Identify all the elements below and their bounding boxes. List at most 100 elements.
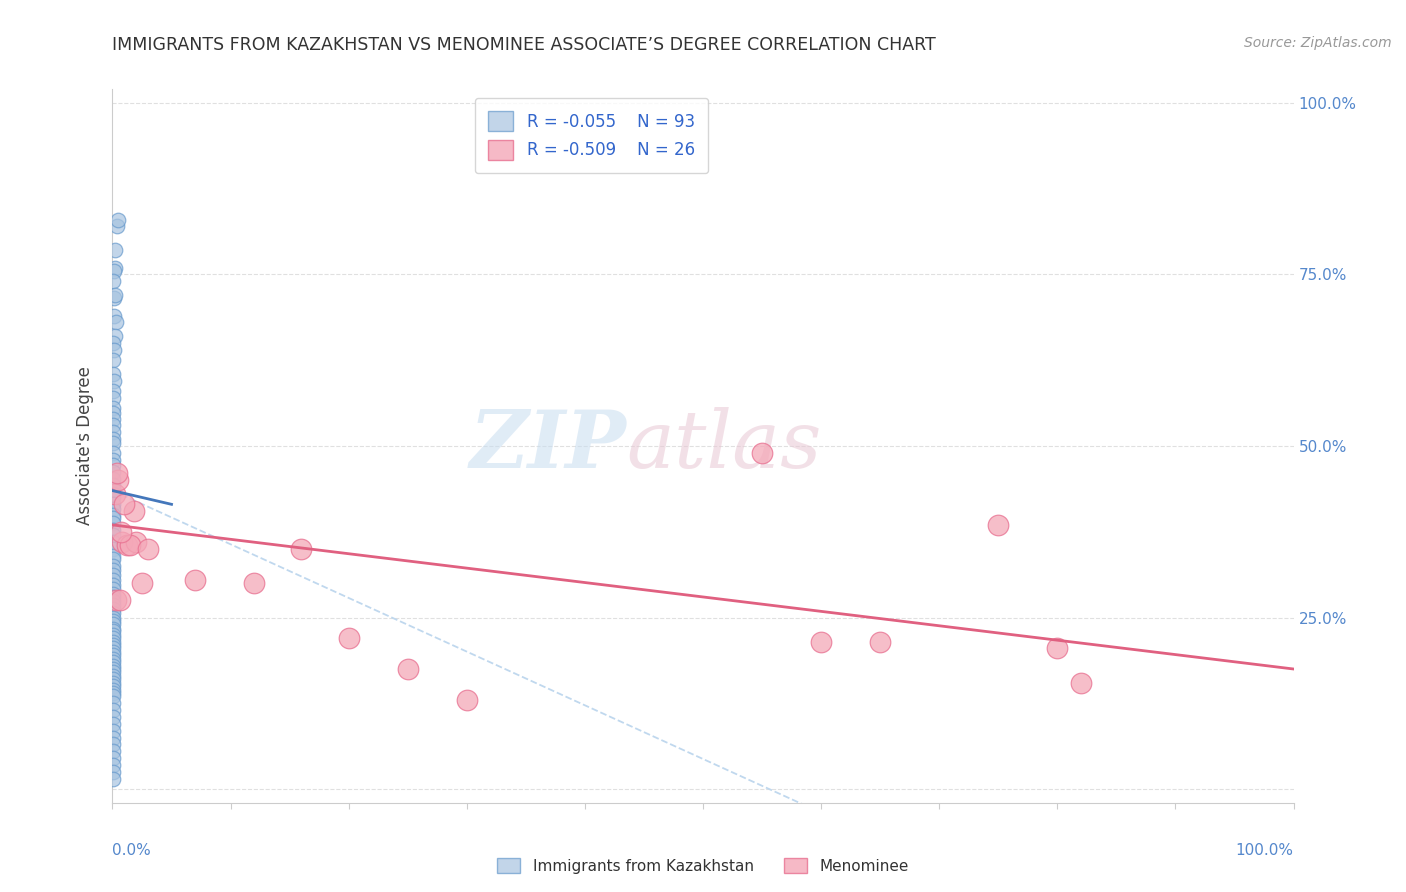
Text: 100.0%: 100.0% <box>1236 843 1294 858</box>
Point <box>105 219 128 234</box>
Point <box>108 593 131 607</box>
Point <box>131 576 153 591</box>
Legend: R = -0.055    N = 93, R = -0.509    N = 26: R = -0.055 N = 93, R = -0.509 N = 26 <box>475 97 709 173</box>
Point <box>101 568 124 582</box>
Point <box>104 288 127 302</box>
Point <box>103 274 125 288</box>
Point <box>396 662 419 676</box>
Point <box>103 425 125 440</box>
Point <box>101 491 124 505</box>
Point <box>104 260 127 275</box>
Point <box>111 535 134 549</box>
Point <box>101 472 124 486</box>
Point <box>101 772 124 786</box>
Point <box>125 535 148 549</box>
Point <box>101 682 124 697</box>
Point <box>101 435 124 450</box>
Point <box>101 446 124 460</box>
Point <box>112 497 135 511</box>
Point <box>101 641 124 656</box>
Point <box>184 573 207 587</box>
Point <box>101 598 124 612</box>
Point <box>101 662 124 676</box>
Point <box>103 374 125 388</box>
Point <box>101 610 124 624</box>
Point <box>103 452 125 467</box>
Point <box>101 738 124 752</box>
Point <box>101 541 124 556</box>
Point <box>103 309 125 323</box>
Point <box>101 586 124 600</box>
Point <box>101 582 124 596</box>
Point <box>101 465 124 479</box>
Point <box>103 367 125 381</box>
Point <box>1070 675 1092 690</box>
Point <box>107 212 129 227</box>
Point <box>101 696 124 710</box>
Point <box>104 244 127 258</box>
Point <box>101 648 124 663</box>
Point <box>101 552 124 566</box>
Point <box>101 562 124 576</box>
Point <box>101 651 124 665</box>
Point <box>101 645 124 659</box>
Point <box>101 628 124 642</box>
Point <box>101 764 124 779</box>
Point <box>103 336 125 351</box>
Point <box>101 614 124 628</box>
Point <box>101 594 124 608</box>
Point <box>101 508 124 522</box>
Point <box>101 710 124 724</box>
Text: 0.0%: 0.0% <box>112 843 152 858</box>
Point <box>120 539 142 553</box>
Point <box>101 703 124 717</box>
Point <box>101 607 124 621</box>
Point <box>103 401 125 416</box>
Point <box>101 731 124 745</box>
Point <box>105 593 128 607</box>
Point <box>101 559 124 574</box>
Point <box>337 631 360 645</box>
Point <box>101 432 124 446</box>
Point <box>987 517 1010 532</box>
Point <box>101 723 124 738</box>
Point <box>103 292 125 306</box>
Point <box>810 634 832 648</box>
Point <box>101 758 124 772</box>
Point <box>456 693 478 707</box>
Point <box>101 622 124 636</box>
Point <box>101 673 124 687</box>
Point <box>101 497 124 511</box>
Point <box>101 665 124 680</box>
Point <box>101 353 124 368</box>
Point <box>101 744 124 758</box>
Point <box>103 384 125 398</box>
Text: ZIP: ZIP <box>470 408 626 484</box>
Point <box>101 487 124 501</box>
Point <box>101 511 124 525</box>
Point <box>101 406 124 420</box>
Point <box>101 411 124 425</box>
Point <box>103 343 125 357</box>
Point <box>101 624 124 639</box>
Point <box>104 487 127 501</box>
Point <box>115 539 138 553</box>
Point <box>101 617 124 632</box>
Point <box>105 316 128 330</box>
Point <box>101 418 124 433</box>
Text: Source: ZipAtlas.com: Source: ZipAtlas.com <box>1244 36 1392 50</box>
Point <box>101 675 124 690</box>
Point <box>101 573 124 587</box>
Point <box>869 634 891 648</box>
Point <box>101 655 124 669</box>
Point <box>243 576 266 591</box>
Point <box>101 502 124 516</box>
Point <box>101 528 124 542</box>
Point <box>107 473 129 487</box>
Point <box>101 634 124 648</box>
Point <box>101 391 124 405</box>
Point <box>1046 641 1069 656</box>
Point <box>101 669 124 683</box>
Text: IMMIGRANTS FROM KAZAKHSTAN VS MENOMINEE ASSOCIATE’S DEGREE CORRELATION CHART: IMMIGRANTS FROM KAZAKHSTAN VS MENOMINEE … <box>112 36 936 54</box>
Point <box>290 541 312 556</box>
